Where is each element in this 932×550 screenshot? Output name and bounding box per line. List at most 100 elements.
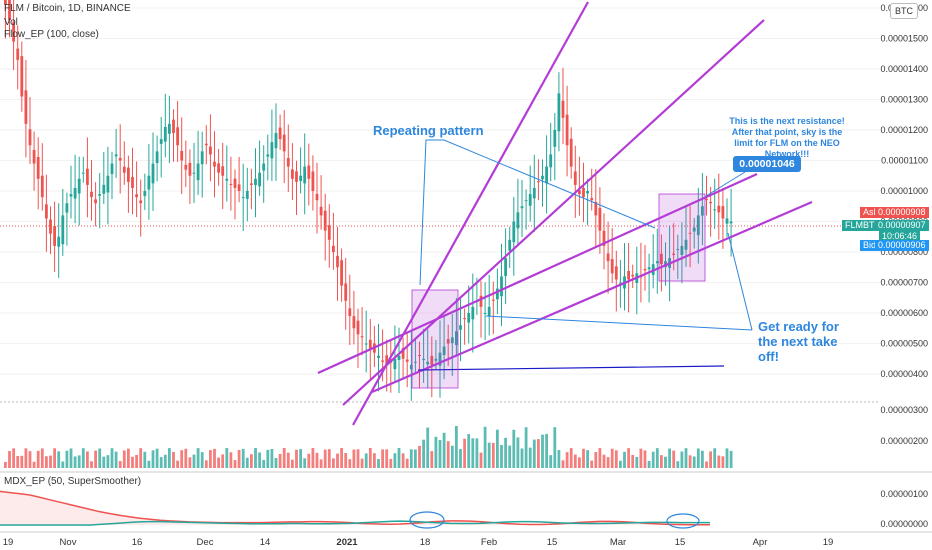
volume-bar bbox=[151, 450, 155, 468]
candle-body bbox=[500, 276, 503, 297]
x-tick-label: 15 bbox=[547, 537, 558, 548]
time-axis[interactable]: 19 Nov 16 Dec 14 2021 18 Feb 15 Mar 15 Apr 19 bbox=[3, 537, 834, 548]
volume-bar bbox=[77, 455, 81, 468]
candle-body bbox=[274, 133, 278, 149]
volume-bar bbox=[553, 427, 557, 468]
trendline-steep bbox=[352, 1, 589, 426]
volume-bar bbox=[36, 450, 40, 468]
candle-body bbox=[414, 361, 417, 363]
candle-body bbox=[360, 336, 364, 338]
candle-body bbox=[725, 218, 729, 224]
volume-bar bbox=[664, 456, 667, 468]
volume-bar bbox=[450, 445, 454, 468]
x-tick-label: Apr bbox=[753, 537, 768, 548]
x-tick-label: 15 bbox=[675, 537, 686, 548]
candle-body bbox=[688, 232, 692, 234]
volume-bar bbox=[393, 453, 397, 468]
volume-bar bbox=[57, 451, 61, 468]
candle-body bbox=[40, 175, 44, 198]
volume-bar bbox=[573, 454, 577, 468]
y-tick-label: 0.00000400 bbox=[880, 369, 928, 379]
candle-body bbox=[90, 191, 93, 198]
volume-bar bbox=[401, 453, 405, 468]
volume-bar bbox=[229, 452, 233, 468]
x-tick-label: 18 bbox=[420, 537, 431, 548]
y-tick-label: 0.00001500 bbox=[880, 34, 928, 44]
volume-bar bbox=[344, 453, 348, 468]
volume-bar bbox=[647, 460, 651, 468]
candle-body bbox=[49, 219, 52, 234]
volume-bar bbox=[73, 456, 77, 468]
candle-body bbox=[163, 126, 167, 142]
mdx-indicator-label[interactable]: MDX_EP (50, SuperSmoother) bbox=[4, 476, 142, 487]
candle-body bbox=[537, 181, 540, 183]
volume-bar bbox=[86, 451, 89, 468]
volume-bar bbox=[565, 452, 569, 468]
candle-body bbox=[262, 163, 266, 171]
volume-bar bbox=[176, 460, 179, 468]
candle-body bbox=[520, 206, 524, 209]
volume-bar bbox=[217, 457, 220, 468]
candle-body bbox=[442, 346, 446, 355]
resistance-note-line: Network!!! bbox=[765, 149, 810, 159]
candle-body bbox=[159, 139, 163, 144]
volume-bar bbox=[483, 426, 487, 468]
candle-body bbox=[696, 215, 700, 236]
candle-body bbox=[610, 259, 614, 274]
candle-body bbox=[446, 339, 450, 344]
volume-bar bbox=[258, 452, 261, 468]
candle-body bbox=[692, 227, 696, 232]
volume-bar bbox=[578, 457, 581, 468]
volume-indicator-label[interactable]: Vol bbox=[4, 17, 18, 28]
annotation-arrow bbox=[485, 315, 753, 331]
volume-bar bbox=[209, 450, 212, 468]
volume-bar bbox=[532, 439, 536, 468]
volume-bar bbox=[676, 461, 680, 468]
candle-body bbox=[303, 166, 307, 184]
candle-body bbox=[45, 204, 48, 219]
volume-bar bbox=[65, 450, 69, 468]
volume-bar bbox=[475, 438, 479, 468]
candle-body bbox=[135, 194, 138, 198]
volume-tick-label: 0.00000300 bbox=[880, 405, 928, 415]
candle-body bbox=[213, 161, 216, 167]
candle-body bbox=[344, 283, 348, 301]
candle-body bbox=[180, 150, 184, 161]
currency-button[interactable]: BTC bbox=[890, 3, 918, 19]
volume-bar bbox=[373, 453, 376, 468]
candle-body bbox=[114, 154, 118, 157]
volume-bar bbox=[582, 448, 585, 468]
x-tick-label: 19 bbox=[823, 537, 834, 548]
volume-bar bbox=[430, 451, 434, 468]
volume-bar bbox=[163, 454, 167, 468]
volume-bar bbox=[619, 460, 622, 468]
volume-bar bbox=[660, 455, 663, 468]
candle-body bbox=[176, 127, 179, 146]
candle-body bbox=[459, 325, 462, 330]
volume-bar bbox=[32, 461, 36, 468]
volume-bar bbox=[389, 458, 393, 468]
candle-body bbox=[409, 364, 413, 370]
candle-body bbox=[184, 164, 188, 170]
volume-bar bbox=[250, 454, 253, 468]
candle-body bbox=[377, 355, 380, 358]
candle-body bbox=[450, 337, 454, 344]
candle-body bbox=[118, 157, 122, 161]
flow-indicator-label[interactable]: Flow_EP (100, close) bbox=[4, 29, 99, 40]
candle-body bbox=[368, 339, 372, 350]
y-tick-label: 0.00001200 bbox=[880, 125, 928, 135]
candle-body bbox=[110, 163, 114, 175]
candle-body bbox=[352, 316, 356, 329]
candle-body bbox=[487, 306, 491, 317]
candle-body bbox=[582, 187, 585, 198]
volume-bar bbox=[323, 449, 327, 468]
candle-body bbox=[106, 175, 110, 193]
candle-body bbox=[28, 129, 32, 146]
y-tick-label: 0.00000700 bbox=[880, 278, 928, 288]
candle-body bbox=[217, 163, 220, 173]
candle-body bbox=[32, 149, 36, 164]
candle-body bbox=[717, 205, 721, 213]
volume-bar bbox=[8, 451, 11, 468]
mdx-area bbox=[0, 491, 710, 525]
